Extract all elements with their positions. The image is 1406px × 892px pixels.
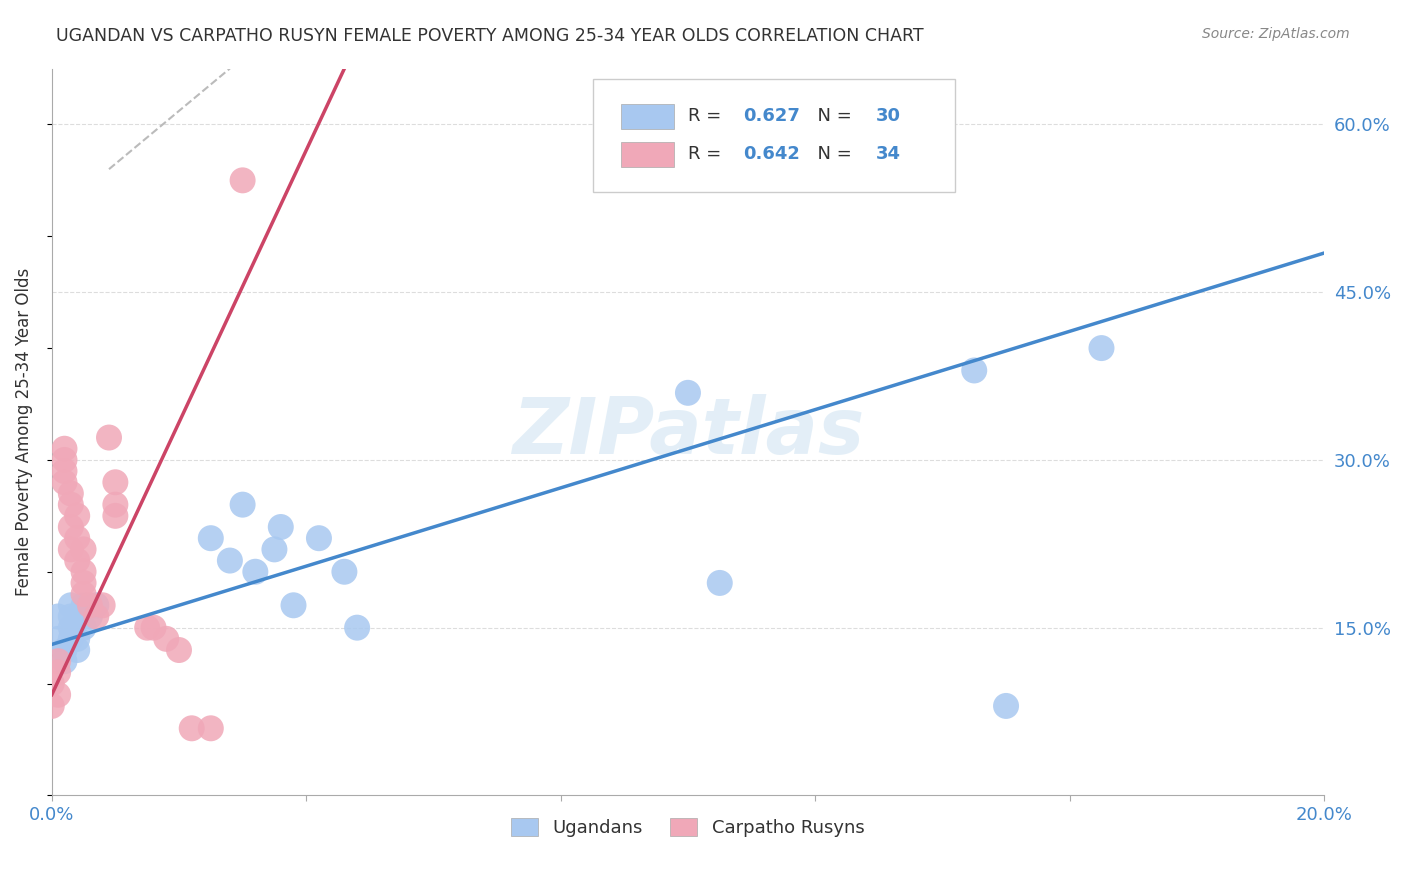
Text: 0.642: 0.642 [742, 145, 800, 162]
Point [66, 508, 89, 523]
FancyBboxPatch shape [620, 142, 673, 167]
Point [72, 587, 94, 601]
Text: R =: R = [688, 145, 727, 162]
Point [53, 464, 76, 478]
Point [59, 520, 82, 534]
Point [232, 498, 254, 512]
Point [46, 609, 69, 624]
Point [66, 609, 89, 624]
Point [59, 609, 82, 624]
Point [72, 542, 94, 557]
Point [98, 431, 121, 445]
Point [104, 475, 127, 490]
Point [167, 643, 190, 657]
Point [53, 654, 76, 668]
Text: 30: 30 [876, 107, 901, 125]
Point [136, 621, 159, 635]
Point [66, 643, 89, 657]
Point [53, 643, 76, 657]
Point [263, 542, 285, 557]
Point [59, 542, 82, 557]
Point [59, 486, 82, 500]
FancyBboxPatch shape [620, 104, 673, 128]
Point [66, 553, 89, 567]
Point [79, 609, 101, 624]
Text: 34: 34 [876, 145, 901, 162]
Text: UGANDAN VS CARPATHO RUSYN FEMALE POVERTY AMONG 25-34 YEAR OLDS CORRELATION CHART: UGANDAN VS CARPATHO RUSYN FEMALE POVERTY… [56, 27, 924, 45]
Point [333, 565, 356, 579]
Point [41, 698, 63, 713]
Point [232, 173, 254, 187]
Legend: Ugandans, Carpatho Rusyns: Ugandans, Carpatho Rusyns [505, 811, 872, 845]
Point [1090, 341, 1112, 355]
Point [59, 632, 82, 646]
Point [200, 531, 222, 545]
Point [66, 632, 89, 646]
Point [963, 363, 986, 377]
Point [46, 632, 69, 646]
Point [41, 676, 63, 690]
Point [46, 665, 69, 680]
Point [72, 621, 94, 635]
Text: R =: R = [688, 107, 727, 125]
Point [72, 565, 94, 579]
Point [155, 632, 177, 646]
Point [53, 475, 76, 490]
FancyBboxPatch shape [592, 79, 955, 192]
Point [59, 621, 82, 635]
Text: 0.627: 0.627 [742, 107, 800, 125]
Point [142, 621, 165, 635]
Point [53, 453, 76, 467]
Point [72, 599, 94, 613]
Point [104, 508, 127, 523]
Point [91, 599, 114, 613]
Text: ZIPatlas: ZIPatlas [512, 394, 865, 470]
Point [270, 520, 292, 534]
Point [346, 621, 368, 635]
Point [245, 565, 267, 579]
Point [59, 599, 82, 613]
Point [283, 599, 305, 613]
Point [709, 576, 731, 591]
Point [219, 553, 242, 567]
Point [676, 385, 699, 400]
Point [180, 721, 202, 735]
Point [59, 498, 82, 512]
Point [66, 531, 89, 545]
Text: Source: ZipAtlas.com: Source: ZipAtlas.com [1202, 27, 1350, 41]
Point [46, 688, 69, 702]
Point [308, 531, 330, 545]
Point [200, 721, 222, 735]
Point [53, 442, 76, 456]
Y-axis label: Female Poverty Among 25-34 Year Olds: Female Poverty Among 25-34 Year Olds [15, 268, 32, 596]
Text: N =: N = [806, 107, 858, 125]
Point [104, 498, 127, 512]
Point [995, 698, 1018, 713]
Text: N =: N = [806, 145, 858, 162]
Point [46, 654, 69, 668]
Point [72, 576, 94, 591]
Point [84, 599, 107, 613]
Point [84, 609, 107, 624]
Point [79, 599, 101, 613]
